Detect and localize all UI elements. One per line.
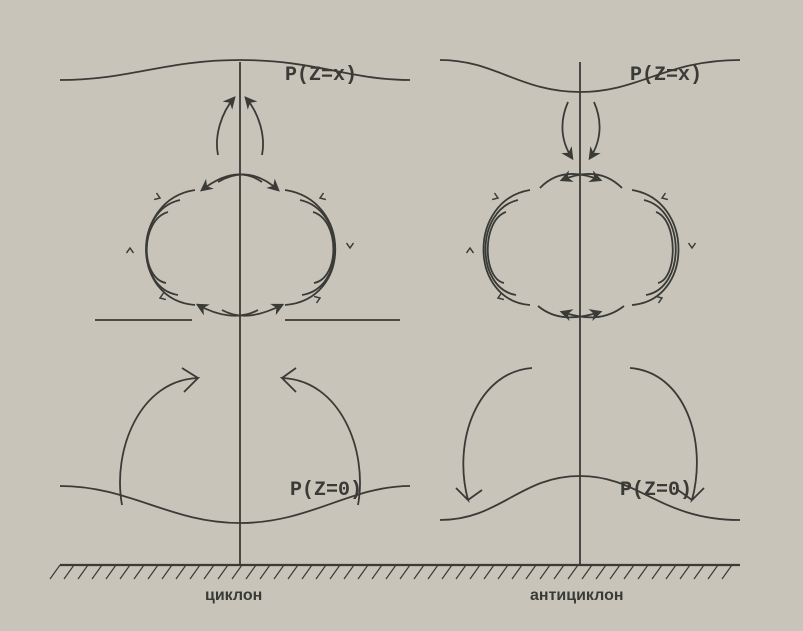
label-p-bot-left: P(Z=0)	[290, 479, 362, 502]
label-p-top-right: P(Z=x)	[630, 64, 702, 87]
caption-anticyclone: антициклон	[530, 587, 624, 604]
caption-cyclone: циклон	[205, 587, 262, 604]
label-p-bot-right: P(Z=0)	[620, 479, 692, 502]
background	[0, 0, 803, 631]
label-p-top-left: P(Z=x)	[285, 64, 357, 87]
